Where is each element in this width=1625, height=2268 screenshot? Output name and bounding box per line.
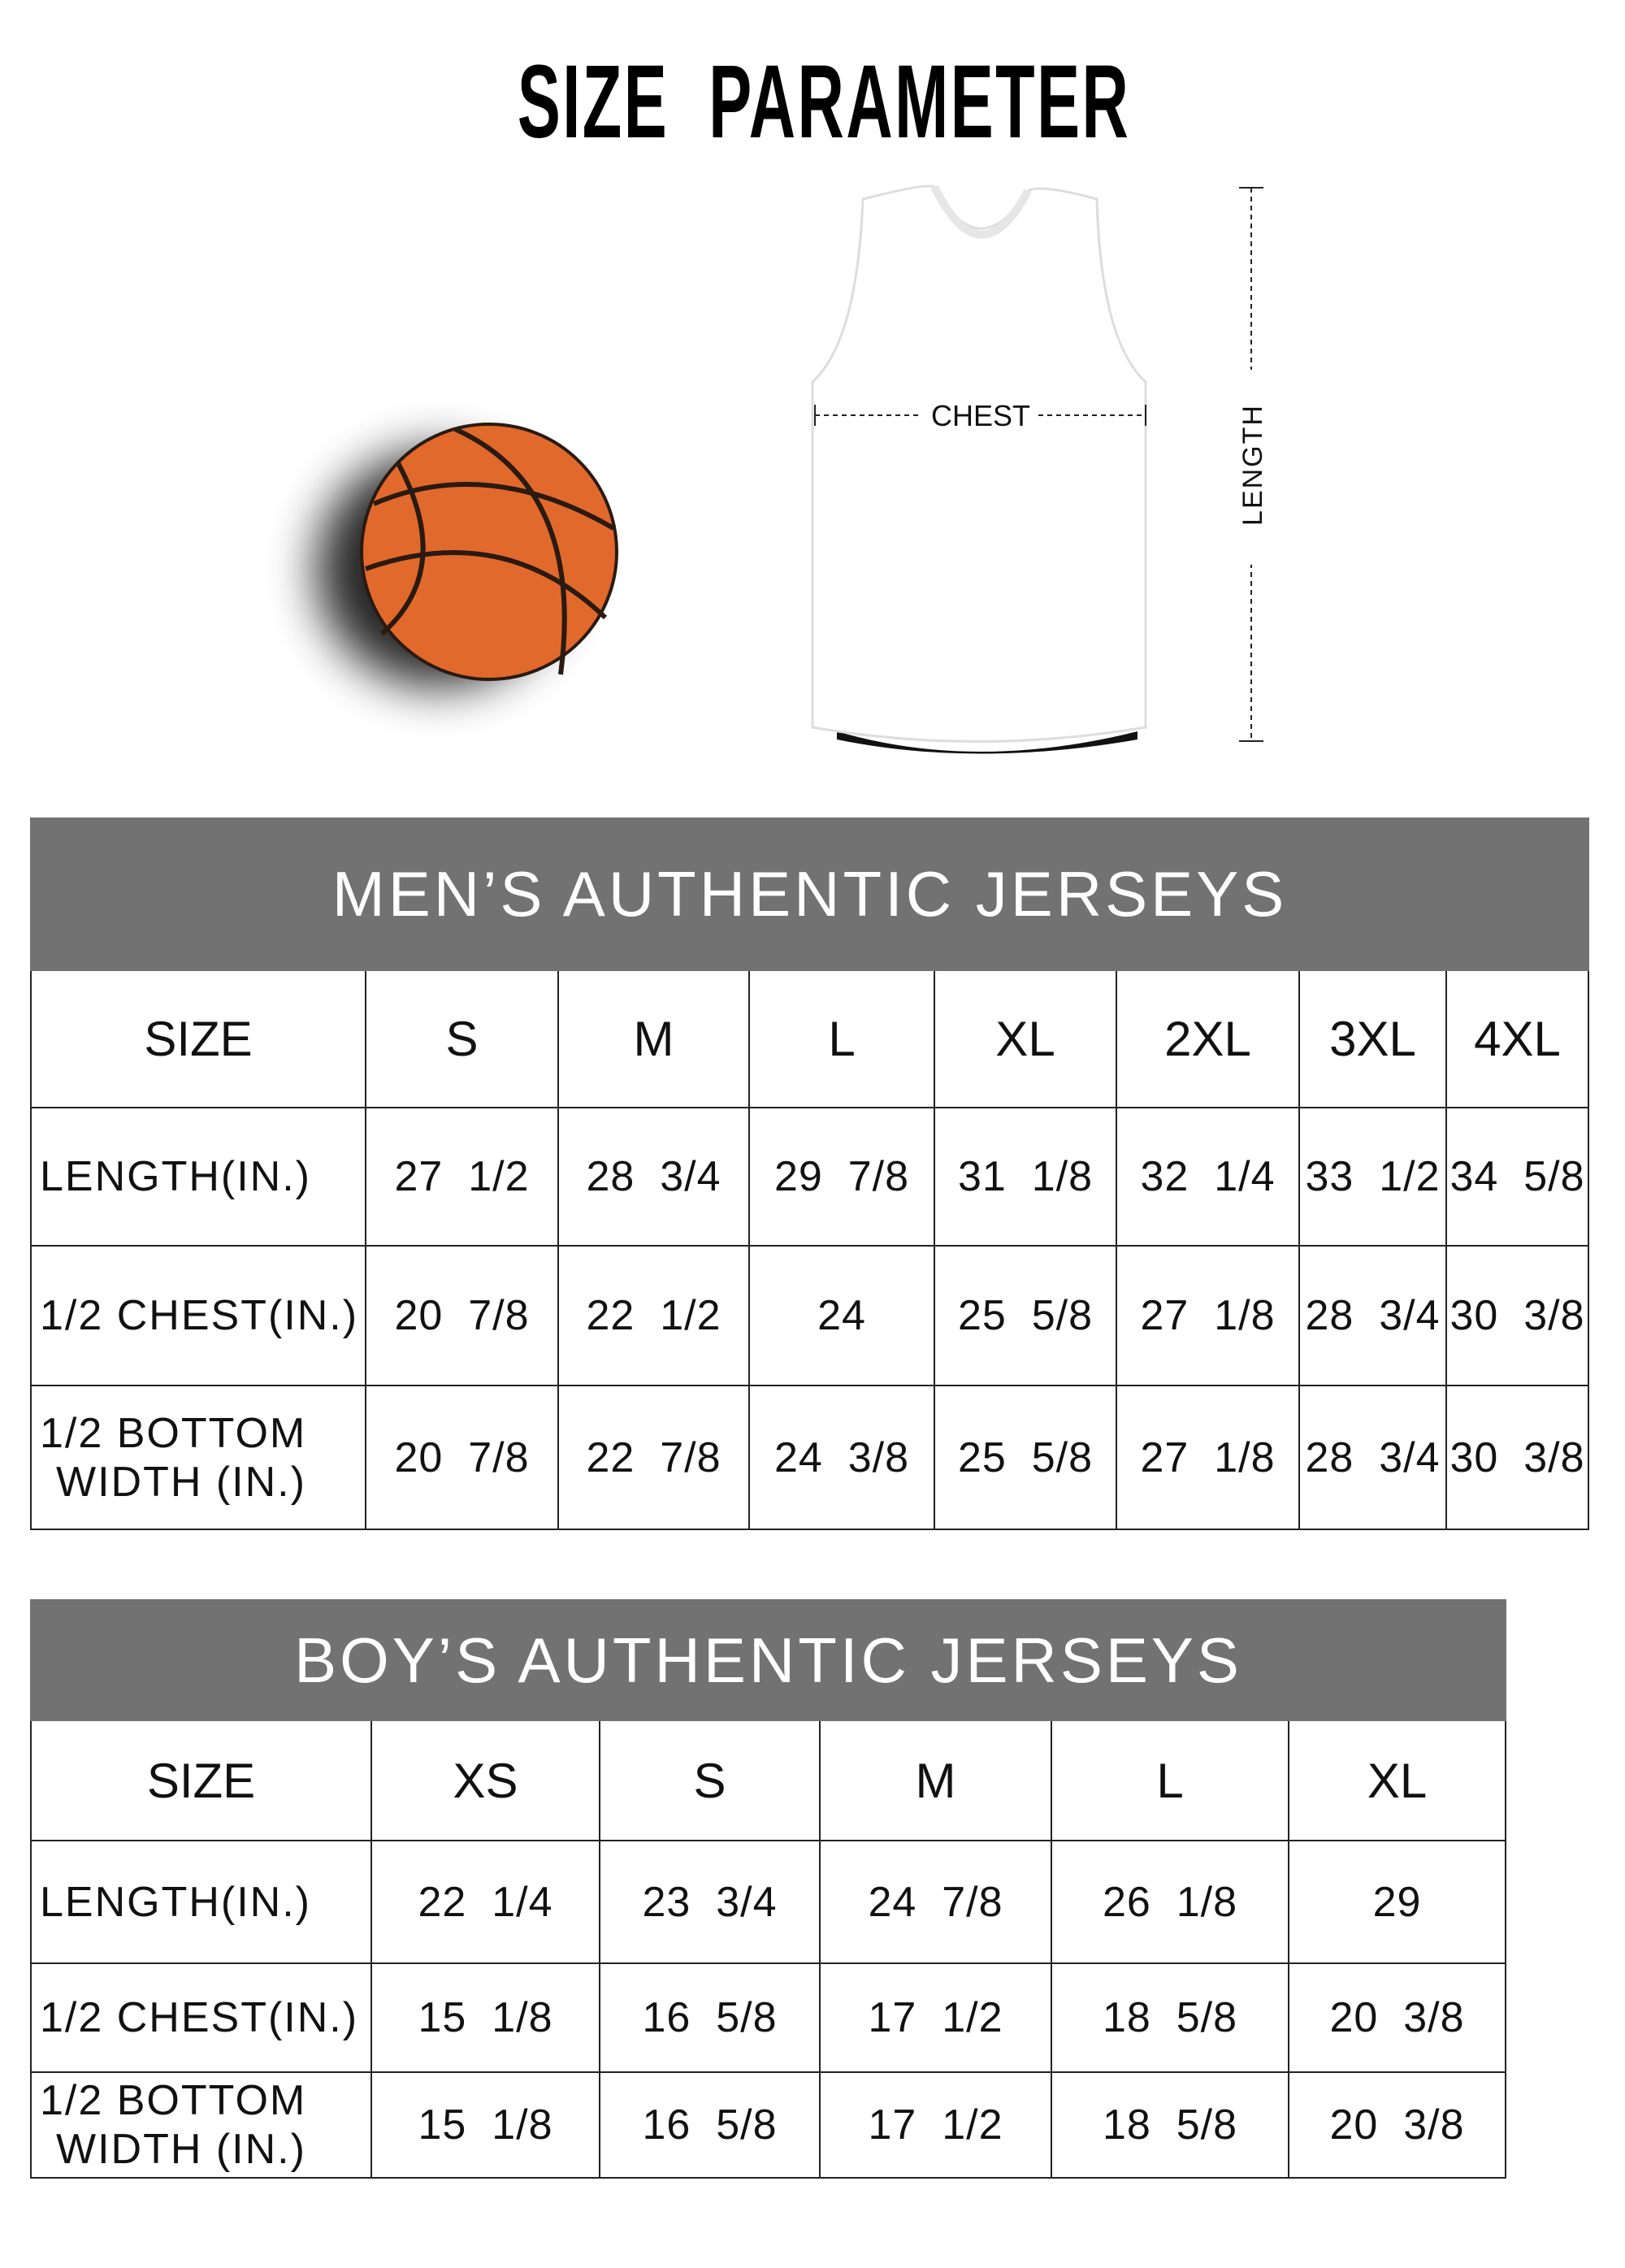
basketball-icon — [317, 423, 618, 687]
measurement-cell: 30 3/8 — [1445, 1385, 1590, 1530]
row-label-line: LENGTH(IN.) — [40, 1153, 311, 1200]
page-title: SIZE PARAMETER — [517, 44, 1131, 160]
measurement-cell: 34 5/8 — [1445, 1107, 1590, 1247]
row-label-line: 1/2 BOTTOM — [40, 2077, 307, 2124]
measurement-cell: 26 1/8 — [1051, 1840, 1289, 1964]
measurement-cell: 25 5/8 — [934, 1245, 1117, 1386]
length-label: LENGTH — [1237, 404, 1268, 526]
measurement-cell: 18 5/8 — [1051, 1962, 1289, 2073]
size-label: SIZE — [30, 969, 366, 1108]
table-title: MEN’S AUTHENTIC JERSEYS — [29, 817, 1590, 971]
table-title: BOY’S AUTHENTIC JERSEYS — [29, 1599, 1507, 1721]
measurement-cell: 32 1/4 — [1116, 1107, 1300, 1247]
row-label-line: 1/2 BOTTOM — [40, 1409, 307, 1457]
row-label: 1/2 CHEST(IN.) — [30, 1962, 372, 2073]
measurement-cell: 28 3/4 — [1298, 1385, 1447, 1530]
size-4xl: 4XL — [1445, 969, 1590, 1108]
table-row: 1/2 BOTTOM WIDTH (IN.) 15 1/8 16 5/8 17 1/2 1… — [30, 2071, 1507, 2179]
measurement-cell: 29 7/8 — [748, 1107, 935, 1247]
size-xl: XL — [1287, 1719, 1507, 1841]
row-label-line: 1/2 CHEST(IN.) — [40, 1994, 359, 2041]
row-label-line: LENGTH(IN.) — [40, 1878, 311, 1926]
jersey-shape — [811, 184, 1147, 743]
table-row: LENGTH(IN.) 22 1/4 23 3/4 24 7/8 26 1/8 29 — [30, 1840, 1507, 1964]
measurement-cell: 29 — [1287, 1840, 1507, 1964]
boys-size-table: BOY’S AUTHENTIC JERSEYS SIZE XS S M L XL LENGTH… — [29, 1599, 1507, 2179]
table-header-row: BOY’S AUTHENTIC JERSEYS — [29, 1599, 1507, 1721]
table-header-row: MEN’S AUTHENTIC JERSEYS — [29, 817, 1590, 971]
table-row: LENGTH(IN.) 27 1/2 28 3/4 29 7/8 31 1/8 32 1/… — [30, 1107, 1590, 1247]
size-2xl: 2XL — [1116, 969, 1300, 1108]
size-l: L — [748, 969, 935, 1108]
size-s: S — [599, 1719, 821, 1841]
size-xl: XL — [934, 969, 1117, 1108]
measurement-cell: 22 1/4 — [370, 1840, 600, 1964]
table-row: 1/2 BOTTOM WIDTH (IN.) 20 7/8 22 7/8 24 3/8 2… — [30, 1385, 1590, 1530]
jersey-diagram: CHEST LENGTH — [811, 184, 1268, 754]
measurement-cell: 15 1/8 — [370, 1962, 600, 2073]
measurement-cell: 22 1/2 — [557, 1245, 750, 1386]
measurement-cell: 31 1/8 — [934, 1107, 1117, 1247]
measurement-cell: 16 5/8 — [599, 1962, 821, 2073]
measurement-cell: 27 1/8 — [1116, 1245, 1300, 1386]
measurement-cell: 25 5/8 — [934, 1385, 1117, 1530]
size-3xl: 3XL — [1298, 969, 1447, 1108]
measurement-cell: 20 7/8 — [365, 1385, 559, 1530]
table-row: 1/2 CHEST(IN.) 15 1/8 16 5/8 17 1/2 18 5/8 20… — [30, 1962, 1507, 2073]
measurement-cell: 28 3/4 — [1298, 1245, 1447, 1386]
measurement-cell: 22 7/8 — [557, 1385, 750, 1530]
row-label-line: WIDTH (IN.) — [56, 2126, 306, 2173]
measurement-cell: 33 1/2 — [1298, 1107, 1447, 1247]
row-label: LENGTH(IN.) — [30, 1107, 366, 1247]
row-label-line: 1/2 CHEST(IN.) — [40, 1292, 359, 1339]
measurement-cell: 15 1/8 — [370, 2071, 600, 2179]
mens-size-table: MEN’S AUTHENTIC JERSEYS SIZE S M L XL 2XL 3XL 4X… — [29, 817, 1590, 1530]
chest-label: CHEST — [931, 399, 1030, 432]
measurement-cell: 24 — [748, 1245, 935, 1386]
measurement-cell: 24 3/8 — [748, 1385, 935, 1530]
measurement-cell: 24 7/8 — [819, 1840, 1052, 1964]
measurement-cell: 20 3/8 — [1287, 2071, 1507, 2179]
table-row: 1/2 CHEST(IN.) 20 7/8 22 1/2 24 25 5/8 27 1/8… — [30, 1245, 1590, 1386]
measurement-cell: 23 3/4 — [599, 1840, 821, 1964]
row-label: 1/2 BOTTOM WIDTH (IN.) — [30, 2071, 372, 2179]
row-label: 1/2 CHEST(IN.) — [30, 1245, 366, 1386]
size-label: SIZE — [30, 1719, 372, 1841]
measurement-cell: 17 1/2 — [819, 2071, 1052, 2179]
size-xs: XS — [370, 1719, 600, 1841]
ball-seams — [365, 427, 615, 675]
measurement-cell: 27 1/8 — [1116, 1385, 1300, 1530]
size-row: SIZE S M L XL 2XL 3XL 4XL — [30, 969, 1590, 1108]
measurement-cell: 28 3/4 — [557, 1107, 750, 1247]
row-label: LENGTH(IN.) — [30, 1840, 372, 1964]
measurement-cell: 17 1/2 — [819, 1962, 1052, 2073]
jersey-back-hem — [837, 731, 1138, 754]
measurement-cell: 30 3/8 — [1445, 1245, 1590, 1386]
size-m: M — [819, 1719, 1052, 1841]
size-l: L — [1051, 1719, 1289, 1841]
measurement-cell: 18 5/8 — [1051, 2071, 1289, 2179]
size-row: SIZE XS S M L XL — [30, 1719, 1507, 1841]
row-label: 1/2 BOTTOM WIDTH (IN.) — [30, 1385, 366, 1530]
size-s: S — [365, 969, 559, 1108]
measurement-cell: 20 7/8 — [365, 1245, 559, 1386]
measurement-cell: 20 3/8 — [1287, 1962, 1507, 2073]
measurement-cell: 16 5/8 — [599, 2071, 821, 2179]
size-m: M — [557, 969, 750, 1108]
row-label-line: WIDTH (IN.) — [56, 1458, 306, 1506]
measurement-cell: 27 1/2 — [365, 1107, 559, 1247]
